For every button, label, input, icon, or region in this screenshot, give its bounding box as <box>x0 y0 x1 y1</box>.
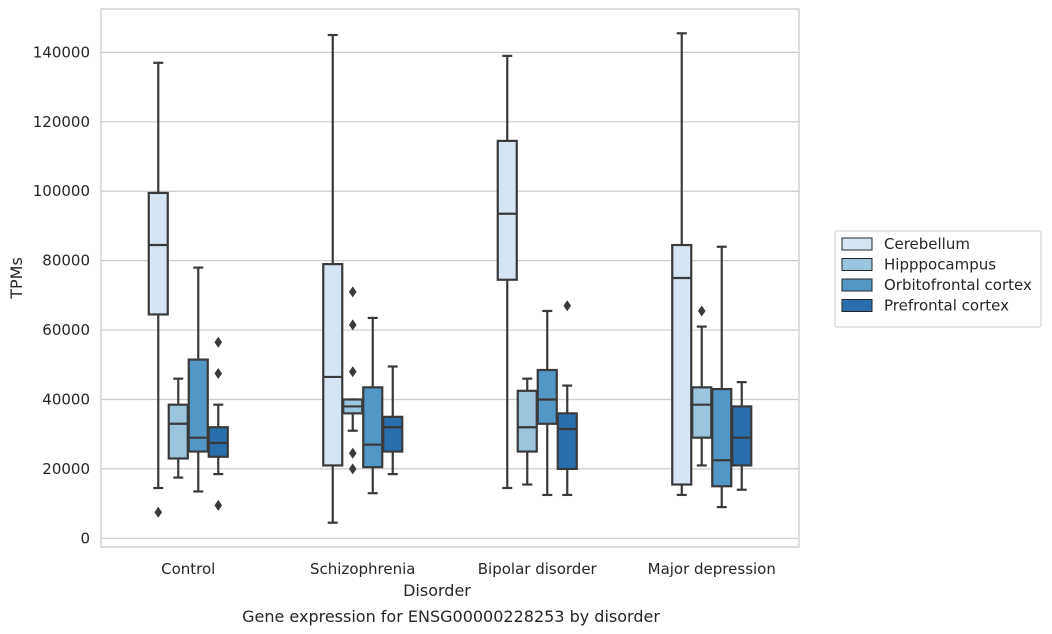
box-iqr <box>556 412 578 471</box>
legend-label: Hipppocampus <box>884 256 996 274</box>
box-iqr <box>496 139 518 281</box>
x-tick-label: Bipolar disorder <box>478 560 598 578</box>
y-tick-label: 0 <box>80 529 90 547</box>
outlier-point <box>348 463 357 475</box>
legend-swatch <box>841 237 873 251</box>
legend-label: Prefrontal cortex <box>884 297 1009 315</box>
box-iqr <box>536 368 558 425</box>
outlier-point <box>697 305 706 317</box>
outlier-point <box>214 499 223 511</box>
legend-label: Cerebellum <box>884 235 970 253</box>
box-iqr <box>516 389 538 453</box>
legend-swatch <box>841 258 873 271</box>
box-plot-item <box>382 365 404 476</box>
box-plot-item <box>711 245 733 509</box>
box-iqr <box>711 387 733 488</box>
outlier-point <box>348 286 357 298</box>
box-iqr <box>167 403 189 460</box>
legend-label: Orbitofrontal cortex <box>884 276 1032 294</box>
x-tick-label: Control <box>161 560 215 578</box>
outlier-point <box>348 319 357 331</box>
legend-frame <box>834 230 1042 328</box>
y-tick-labels: 0 20000 40000 60000 80000 100000 120000 140000 <box>33 43 90 547</box>
box-plot-item <box>147 61 169 518</box>
legend: Cerebellum Hipppocampus Orbitofrontal cort… <box>834 230 1042 328</box>
legend-swatch <box>841 278 873 292</box>
box-iqr <box>187 358 209 453</box>
y-tick-label: 140000 <box>33 43 90 61</box>
x-axis-title: Disorder <box>403 581 471 600</box>
box-iqr <box>147 191 169 316</box>
y-tick-label: 40000 <box>42 390 90 408</box>
box-iqr <box>322 263 344 467</box>
plot-background <box>100 8 800 548</box>
y-axis-title: TPMs <box>7 257 26 300</box>
box-plot-item <box>342 286 364 475</box>
y-tick-label: 100000 <box>33 182 90 200</box>
y-tick-label: 80000 <box>42 252 90 270</box>
y-tick-label: 120000 <box>33 113 90 131</box>
outlier-point <box>348 447 357 459</box>
box-iqr <box>691 386 713 439</box>
box-plot-item <box>322 33 344 524</box>
box-groups <box>147 32 753 524</box>
y-tick-label: 20000 <box>42 460 90 478</box>
x-tick-label: Schizophrenia <box>310 560 415 578</box>
box-iqr <box>731 405 753 467</box>
box-plot-item <box>536 309 558 497</box>
outlier-point <box>214 367 223 379</box>
box-iqr <box>382 415 404 453</box>
y-tick-label: 60000 <box>42 321 90 339</box>
box-plot-item <box>556 300 578 497</box>
box-iqr <box>671 243 693 486</box>
outlier-point <box>214 336 223 348</box>
box-plot-item <box>362 316 384 495</box>
box-plot-item <box>691 305 713 467</box>
legend-swatch <box>841 299 873 312</box>
box-plot-item <box>187 266 209 493</box>
box-plot-item <box>731 381 753 491</box>
box-iqr <box>362 386 384 469</box>
x-tick-label: Major depression <box>648 560 776 578</box>
outlier-point <box>348 366 357 378</box>
box-plot-item <box>671 32 693 497</box>
box-plot-item <box>207 336 229 511</box>
box-plot-item <box>496 54 518 490</box>
figure-caption: Gene expression for ENSG00000228253 by d… <box>242 607 660 626</box>
box-plot-item <box>516 377 538 486</box>
x-tick-labels: Control Schizophrenia Bipolar disorder Majo… <box>161 560 776 578</box>
outlier-point <box>154 506 163 518</box>
outlier-point <box>563 300 572 312</box>
